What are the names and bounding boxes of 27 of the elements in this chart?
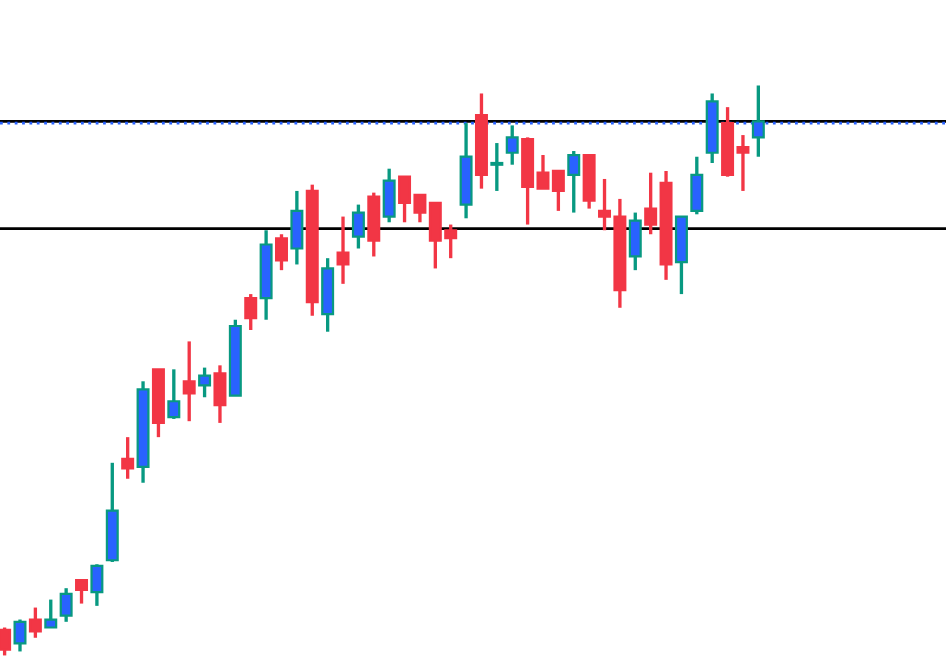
candlestick [336, 214, 350, 286]
candlestick [321, 256, 335, 334]
candlestick [382, 167, 396, 224]
candlestick [628, 210, 642, 272]
candlestick [182, 339, 196, 423]
candlestick [567, 149, 581, 215]
candlestick [690, 155, 704, 216]
candlestick [351, 202, 365, 251]
candlestick [582, 153, 596, 211]
candlestick [275, 232, 288, 272]
candlestick [90, 562, 104, 608]
candlestick [13, 617, 27, 654]
candlestick [290, 189, 304, 267]
candlestick [213, 363, 227, 425]
candlestick [59, 586, 73, 624]
candlestick [244, 292, 258, 332]
candlestick [167, 367, 181, 421]
candlestick [44, 597, 58, 630]
candlestick [490, 141, 504, 193]
candlestick [505, 123, 519, 167]
candlestick [0, 625, 12, 658]
candlestick [674, 214, 688, 296]
candlestick [75, 578, 89, 606]
candlestick [28, 605, 42, 640]
candlestick [121, 435, 135, 481]
candlestick [367, 190, 381, 259]
candlestick [198, 365, 212, 399]
